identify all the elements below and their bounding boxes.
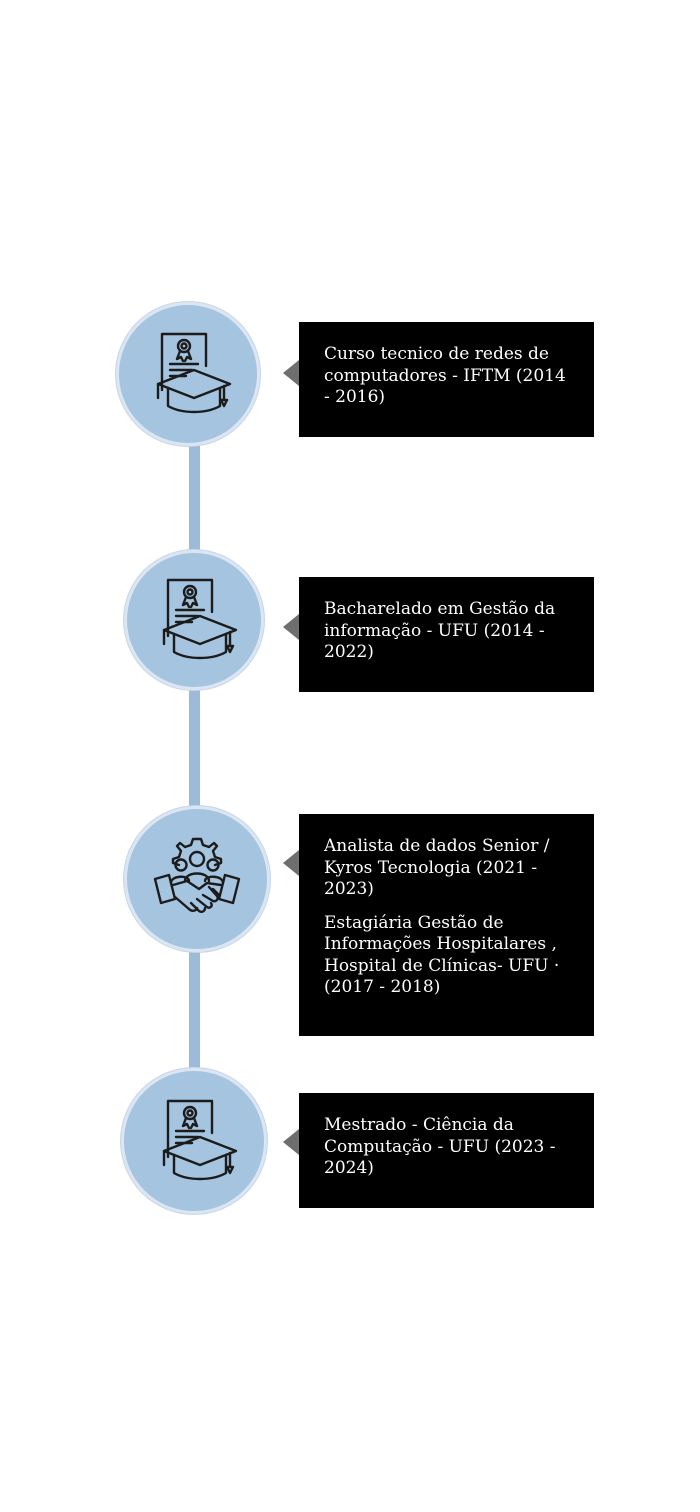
timeline-card-text: Curso tecnico de redes de computadores -… <box>324 344 566 407</box>
timeline-connector <box>189 440 200 555</box>
card-pointer <box>283 850 299 876</box>
timeline-card-text: Bacharelado em Gestão da informação - UF… <box>324 599 556 662</box>
timeline-card-1: Curso tecnico de redes de computadores -… <box>299 322 594 437</box>
timeline-connector <box>189 685 200 810</box>
timeline-card-text: Analista de dados Senior / Kyros Tecnolo… <box>324 836 550 899</box>
card-pointer <box>283 614 299 640</box>
diploma-graduation-cap-icon <box>162 1099 238 1181</box>
timeline-node-4 <box>121 1068 267 1214</box>
timeline-card-4: Mestrado - Ciência da Computação - UFU (… <box>299 1093 594 1208</box>
timeline-card-text: Estagiária Gestão de Informações Hospita… <box>324 912 560 998</box>
diploma-graduation-cap-icon <box>156 332 232 414</box>
timeline-card-2: Bacharelado em Gestão da informação - UF… <box>299 577 594 692</box>
timeline-card-3: Analista de dados Senior / Kyros Tecnolo… <box>299 814 594 1036</box>
timeline-node-3 <box>124 806 270 952</box>
timeline-connector <box>189 945 200 1073</box>
timeline-node-2 <box>124 550 264 690</box>
timeline-card-text: Mestrado - Ciência da Computação - UFU (… <box>324 1115 556 1178</box>
diploma-graduation-cap-icon <box>162 578 238 660</box>
card-pointer <box>283 1129 299 1155</box>
card-pointer <box>283 360 299 386</box>
timeline-node-1 <box>116 302 260 446</box>
teamwork-handshake-gear-icon <box>153 837 241 913</box>
